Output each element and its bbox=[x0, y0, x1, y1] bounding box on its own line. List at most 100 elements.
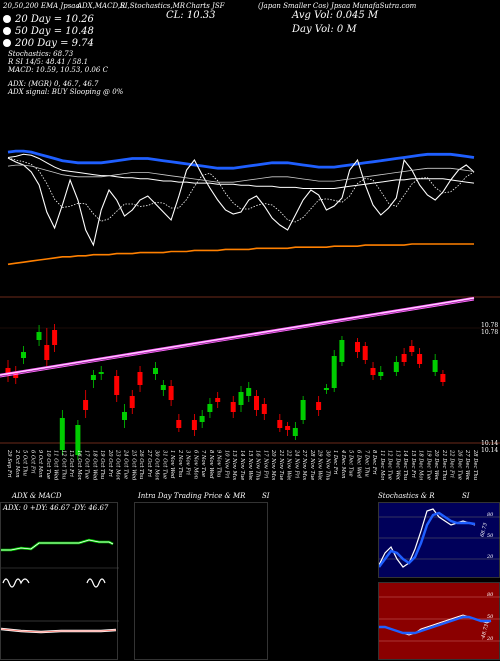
candle-body bbox=[98, 372, 104, 374]
candle bbox=[207, 398, 213, 418]
candle bbox=[13, 366, 19, 384]
candle-body bbox=[59, 418, 65, 450]
header-right-title: (Japan Smaller Cos) Jpsaa MunafaSutra.co… bbox=[258, 2, 417, 10]
x-tick-label: 2 Oct Mon bbox=[14, 449, 20, 478]
legend-ema50-swatch bbox=[3, 27, 11, 35]
x-tick-label: 11 Oct Wed bbox=[53, 450, 59, 480]
legend-r-si: R SI 14/5: 48.41 / 58.1 bbox=[8, 58, 89, 66]
legend-ema50: 50 Day = 10.48 bbox=[3, 26, 94, 37]
x-tick-label: 5 Oct Thu bbox=[22, 450, 28, 476]
candle-body bbox=[90, 375, 96, 380]
stochastics-panel: 80 50 20 68.73 bbox=[378, 502, 500, 578]
price-label-top-1: 10.78 bbox=[481, 322, 499, 329]
candle bbox=[261, 398, 267, 420]
x-tick-label: 31 Oct Tue bbox=[161, 450, 167, 479]
adx-macd-chart bbox=[1, 538, 119, 634]
x-tick-label: 15 Nov Wed bbox=[247, 450, 253, 480]
r-tick-80: 80 bbox=[487, 592, 494, 598]
intra-day-panel bbox=[134, 502, 268, 660]
avg-volume: Avg Vol: 0.045 M bbox=[292, 10, 379, 21]
legend-ema200-label: 200 Day = 9.74 bbox=[15, 38, 94, 49]
macd-white-curve bbox=[2, 578, 106, 588]
x-tick-label: 20 Dec Wed bbox=[433, 449, 439, 480]
x-tick-label: 3 Nov Fri bbox=[185, 450, 191, 475]
candle-body bbox=[122, 412, 127, 420]
r-blue-line bbox=[379, 615, 491, 635]
x-tick-label: 22 Dec Fri bbox=[449, 449, 455, 478]
stoch-panel-title: Stochastics & R bbox=[378, 492, 435, 500]
candle bbox=[370, 362, 376, 380]
candle-body bbox=[300, 400, 306, 420]
candle bbox=[393, 356, 399, 376]
adx-values: ADX: 0 +DY: 46.67 -DY: 46.67 bbox=[3, 504, 109, 512]
candle-body bbox=[432, 360, 438, 372]
candle-body bbox=[83, 400, 89, 410]
candle-body bbox=[417, 354, 423, 364]
r-chart bbox=[379, 596, 500, 642]
main-chart: 29 Sep Fri 2 Oct Mon 5 Oct Thu 6 Oct Fri 9 O… bbox=[0, 149, 500, 480]
trend-line-highlight bbox=[0, 297, 475, 376]
candle bbox=[160, 380, 166, 396]
x-tick-label: 12 Dec Tue bbox=[387, 450, 393, 480]
x-tick-label: 8 Dec Fri bbox=[371, 450, 377, 475]
x-tick-label: 21 Dec Thu bbox=[441, 449, 447, 480]
smoothed-dotted-line bbox=[7, 157, 475, 223]
x-tick-label: 16 Nov Thu bbox=[255, 450, 261, 480]
price-label-top-2: 10.78 bbox=[481, 329, 499, 336]
adx-white-line bbox=[1, 539, 114, 551]
candle bbox=[238, 386, 244, 412]
candle-body bbox=[370, 368, 376, 375]
x-tick-label: 27 Nov Mon bbox=[301, 449, 307, 480]
price-label-bot-2: 10.14 bbox=[481, 447, 499, 454]
price-label-bot-1: 10.14 bbox=[481, 440, 499, 447]
r-tick-20: 20 bbox=[487, 636, 494, 642]
x-tick-label: 27 Dec Wed bbox=[464, 449, 470, 480]
header-mid-title-2: Charts JSF bbox=[186, 2, 225, 10]
candle-body bbox=[129, 396, 135, 408]
adx-panel-title: ADX & MACD bbox=[12, 492, 62, 500]
stoch-tick-80: 80 bbox=[487, 512, 494, 518]
legend-ema20: 20 Day = 10.26 bbox=[3, 14, 94, 25]
candle bbox=[339, 336, 345, 366]
x-tick-label: 20 Nov Mon bbox=[270, 449, 276, 480]
stoch-tick-20: 20 bbox=[487, 554, 494, 560]
candle bbox=[331, 350, 337, 392]
candle bbox=[137, 366, 143, 392]
candle bbox=[355, 338, 360, 358]
candle-body bbox=[292, 428, 298, 436]
x-tick-label: 2 Nov Thu bbox=[177, 449, 183, 477]
candle-body bbox=[207, 404, 213, 412]
trend-line-lower bbox=[0, 299, 475, 378]
legend-ema50-label: 50 Day = 10.48 bbox=[15, 26, 94, 37]
candle-body bbox=[114, 376, 120, 395]
candle-body bbox=[254, 396, 259, 410]
stochastics-chart bbox=[379, 508, 500, 568]
x-tick-label: 15 Dec Fri bbox=[410, 450, 416, 478]
candle bbox=[292, 422, 298, 440]
candle bbox=[409, 340, 415, 356]
candle bbox=[44, 328, 50, 368]
candle bbox=[199, 410, 205, 428]
legend-adx: ADX: (MGR) 0, 46.7, 46.7 bbox=[8, 80, 99, 88]
candle-body bbox=[339, 340, 345, 362]
ema20-line bbox=[7, 153, 475, 189]
header-left-title: 20,50,200 EMA Jpsaa bbox=[3, 2, 80, 10]
candle bbox=[401, 348, 407, 366]
candle bbox=[36, 325, 42, 346]
candle-body bbox=[168, 386, 174, 400]
candle-body bbox=[5, 368, 11, 375]
candle-body bbox=[378, 372, 384, 376]
x-tick-label: 21 Nov Tue bbox=[278, 449, 284, 480]
candle bbox=[90, 370, 96, 388]
candle-body bbox=[160, 385, 166, 390]
candle bbox=[83, 390, 89, 418]
day-volume: Day Vol: 0 M bbox=[292, 24, 357, 35]
ema200-line bbox=[7, 243, 474, 266]
candle-body bbox=[323, 388, 329, 390]
x-tick-label: 14 Nov Tue bbox=[239, 450, 245, 480]
x-tick-label: 9 Nov Thu bbox=[216, 450, 222, 477]
candle-body bbox=[393, 362, 399, 372]
stoch-d-line bbox=[379, 511, 476, 568]
legend-ema200: 200 Day = 9.74 bbox=[3, 38, 94, 49]
candle bbox=[75, 420, 81, 460]
